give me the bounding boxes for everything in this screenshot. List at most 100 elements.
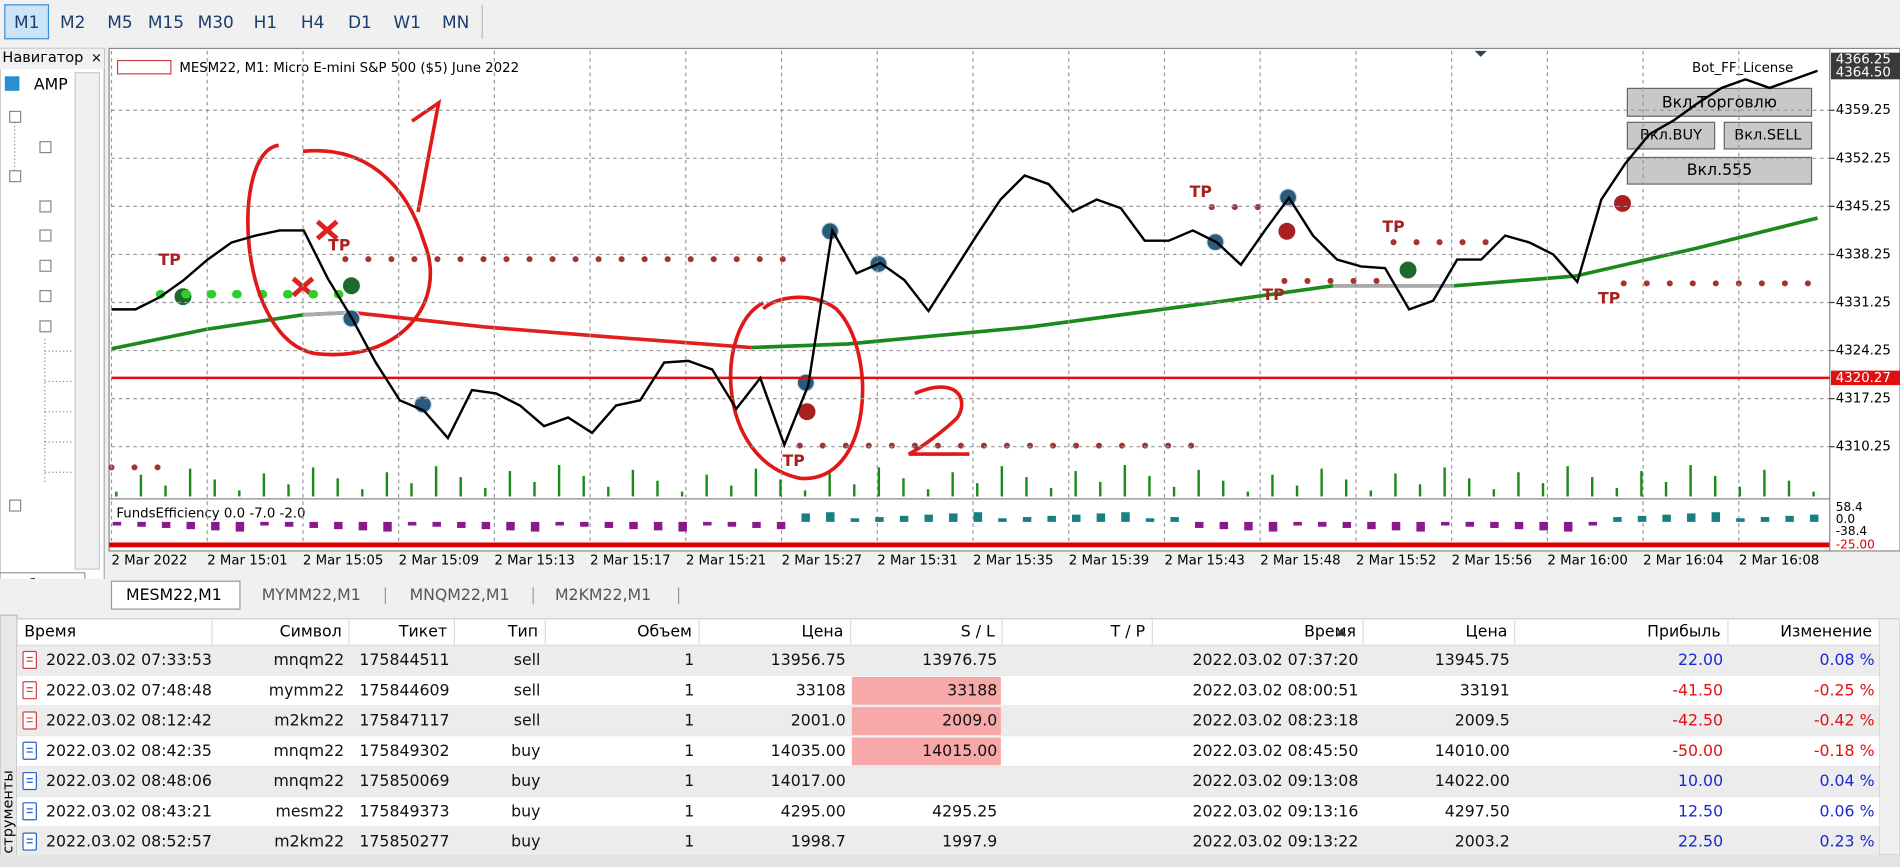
sl-highlight [851, 707, 1001, 736]
indicator-bar [1145, 518, 1155, 522]
timeframe-label[interactable]: M15 [148, 12, 184, 32]
table-cell: sell [514, 711, 541, 730]
table-cell: 4297.50 [1445, 801, 1510, 820]
indicator-bar [1637, 515, 1647, 522]
indicator-bar [137, 521, 146, 527]
table-cell: 2022.03.02 08:48:06 [46, 771, 212, 790]
volume-bar [1640, 471, 1643, 497]
volume-bar [828, 473, 831, 497]
tp-dot [434, 256, 441, 263]
chart-tab-label[interactable]: MYMM22,M1 [262, 585, 361, 604]
timeframe-label[interactable]: M2 [60, 12, 85, 32]
indicator-bar [1367, 521, 1376, 530]
table-cell: -0.18 % [1814, 741, 1875, 760]
timeframe-label[interactable]: M5 [107, 12, 132, 32]
tp-dot [131, 464, 138, 471]
volume-bar [705, 474, 708, 497]
indicator-bar [703, 521, 712, 526]
indicator-bar [284, 521, 294, 527]
indicator-bar [555, 521, 564, 526]
timeframe-label[interactable]: M1 [14, 12, 39, 32]
table-cell: mesm22 [276, 801, 345, 820]
indicator-bar [1785, 515, 1794, 522]
button-trade[interactable] [1626, 87, 1813, 117]
tp-dot [1482, 239, 1489, 246]
ma-gray [302, 310, 352, 317]
button-trade-label[interactable]: Вкл.Торговлю [1662, 92, 1777, 111]
account-icon [4, 76, 20, 91]
table-cell: 175849373 [359, 801, 449, 820]
order-icon-lines [26, 687, 33, 693]
table-cell: 2022.03.02 08:23:18 [1193, 711, 1359, 730]
chart-title: MESM22, M1: Micro E-mini S&P 500 ($5) Ju… [179, 61, 519, 76]
table-cell: 0.08 % [1820, 650, 1875, 669]
volume-bar [631, 469, 635, 497]
tp-label: TP [328, 235, 350, 254]
tree-lines [13, 122, 73, 485]
order-icon-lines [26, 747, 33, 753]
button-sell-label[interactable]: Вкл.SELL [1734, 128, 1802, 144]
table-cell: 1998.7 [791, 832, 846, 851]
tree-node [39, 200, 52, 213]
table-cell: buy [511, 832, 540, 851]
tp-dot [934, 442, 941, 449]
table-cell: -50.00 [1672, 741, 1723, 760]
indicator-bar [727, 521, 737, 527]
tp-dot [1119, 442, 1126, 449]
indicator-bar [235, 521, 245, 532]
chart-tab-label[interactable]: MESM22,M1 [126, 585, 222, 604]
time-label: 2 Mar 15:17 [590, 554, 670, 569]
timeframe-label[interactable]: M30 [198, 12, 234, 32]
table-cell: mnqm22 [273, 771, 344, 790]
button-extra[interactable] [1626, 156, 1813, 185]
timeframe-label[interactable]: H1 [254, 12, 278, 32]
volume-bar [754, 468, 758, 497]
timeframe-label[interactable]: W1 [393, 12, 421, 32]
sort-arrow [1336, 628, 1347, 636]
table-cell: 2022.03.02 09:13:22 [1193, 832, 1359, 851]
table-cell: 0.06 % [1820, 801, 1875, 820]
time-label: 2 Mar 15:48 [1260, 554, 1340, 569]
table-cell: 2009.0 [942, 711, 997, 730]
price-tag [1830, 65, 1900, 80]
timeframe-label[interactable]: H4 [301, 12, 325, 32]
marker [1278, 222, 1296, 240]
table-cell: 13976.75 [922, 650, 997, 669]
close-icon[interactable]: × [91, 51, 102, 66]
tp-dot [365, 256, 372, 263]
indicator-bar [1391, 521, 1401, 531]
time-label: 2 Mar 16:04 [1643, 554, 1723, 569]
chart-tab[interactable] [110, 580, 241, 610]
indicator-bar [1170, 517, 1179, 522]
tp-label: TP [159, 250, 181, 269]
bottom-tabs [0, 854, 1900, 867]
volume-bar [1541, 483, 1545, 497]
time-label: 2 Mar 15:01 [207, 554, 287, 569]
table-cell: 175849302 [359, 741, 449, 760]
time-label: 2 Mar 15:39 [1069, 554, 1149, 569]
button-extra-label[interactable]: Вкл.555 [1687, 160, 1752, 179]
tree-node [39, 320, 52, 333]
volume-bar [1812, 491, 1815, 497]
volume-bar [1148, 475, 1151, 497]
volume-bar [1271, 474, 1274, 497]
chart-tab-label[interactable]: M2KM22,M1 [555, 585, 651, 604]
volume-bar [385, 472, 389, 497]
timeframe-button[interactable] [4, 4, 50, 40]
timeframe-label[interactable]: D1 [348, 12, 372, 32]
table-cell: sell [514, 680, 541, 699]
tp-dot [980, 442, 987, 449]
price-tag [1830, 52, 1900, 66]
table-row [16, 645, 1880, 676]
table-cell: 2022.03.02 09:13:08 [1193, 771, 1359, 790]
volume-bar [484, 487, 487, 497]
indicator-bar [826, 512, 835, 522]
terminal-side-label: струменты [0, 770, 16, 854]
table-header-cell: Время [24, 622, 76, 641]
indicator-bar [1121, 512, 1130, 522]
chart-tab-label[interactable]: MNQM22,M1 [410, 585, 510, 604]
timeframe-label[interactable]: MN [442, 12, 469, 32]
tp-dot [1003, 442, 1010, 449]
table-header-cell: Тип [507, 622, 538, 641]
price-label: 4359.25 [1836, 103, 1891, 118]
